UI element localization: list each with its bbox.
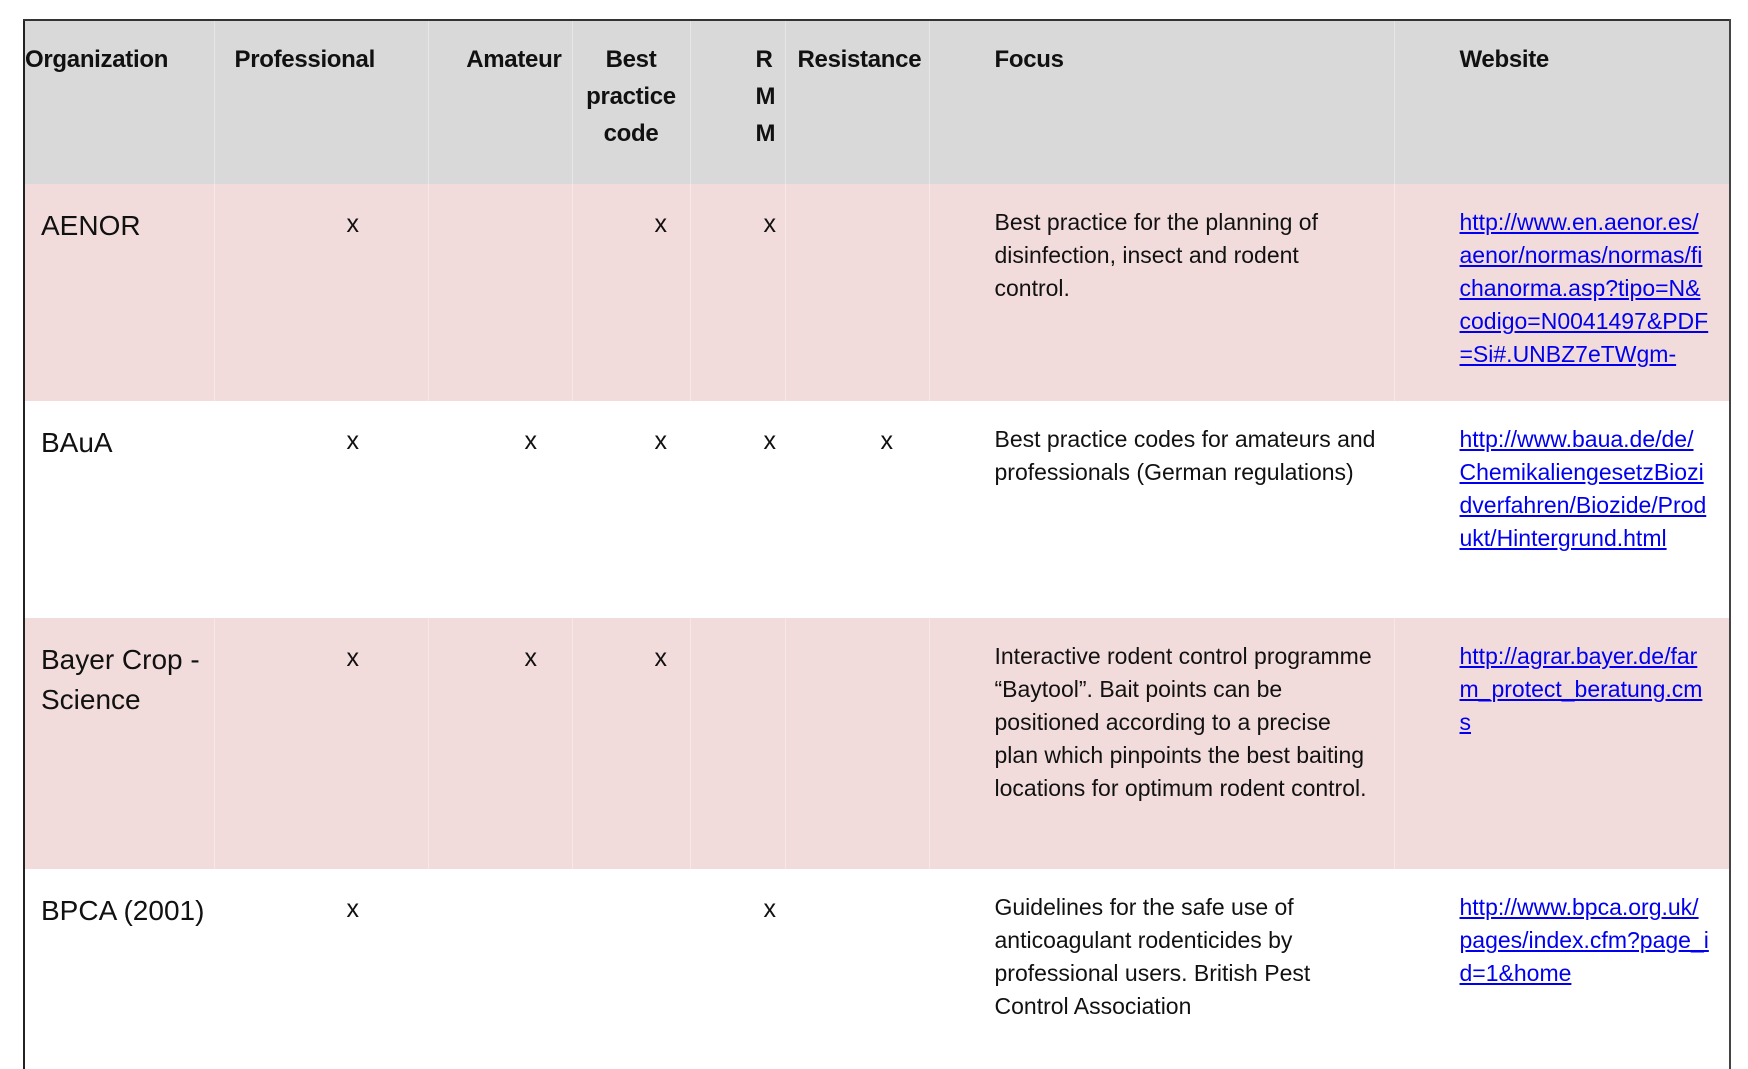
rmm-mark: x [690,401,786,618]
website-cell: http://www.en.aenor.es/aenor/normas/norm… [1394,184,1731,401]
table-row: AENOR x x x Best practice for the planni… [24,184,1731,401]
best-practice-code-mark: x [572,401,691,618]
amateur-mark [428,184,573,401]
best-practice-code-mark [572,869,691,1069]
best-practice-code-mark: x [572,618,691,869]
professional-mark: x [214,869,429,1069]
organization-cell: BAuA [24,401,215,618]
website-cell: http://www.bpca.org.uk/pages/index.cfm?p… [1394,869,1731,1069]
focus-cell: Best practice codes for amateurs and pro… [929,401,1395,618]
resistance-mark [785,618,930,869]
organization-cell: Bayer Crop -Science [24,618,215,869]
rmm-mark: x [690,869,786,1069]
amateur-mark: x [428,401,573,618]
website-link[interactable]: http://www.bpca.org.uk/pages/index.cfm?p… [1459,894,1709,986]
focus-cell: Guidelines for the safe use of anticoagu… [929,869,1395,1069]
table-row: BAuA x x x x x Best practice codes for a… [24,401,1731,618]
table-row: BPCA (2001) x x Guidelines for the safe … [24,869,1731,1069]
rmm-mark: x [690,184,786,401]
header-amateur: Amateur [428,20,573,184]
best-practice-code-mark: x [572,184,691,401]
resistance-mark: x [785,401,930,618]
header-organization: Organization [24,20,215,184]
header-resistance: Resistance [785,20,930,184]
organization-cell: BPCA (2001) [24,869,215,1069]
header-professional: Professional [214,20,429,184]
amateur-mark [428,869,573,1069]
website-cell: http://www.baua.de/de/ChemikaliengesetzB… [1394,401,1731,618]
header-website: Website [1394,20,1731,184]
organizations-table: Organization Professional Amateur Best p… [23,19,1731,1069]
header-row: Organization Professional Amateur Best p… [24,20,1731,184]
resistance-mark [785,869,930,1069]
professional-mark: x [214,184,429,401]
header-rmm: R M M [690,20,786,184]
focus-cell: Best practice for the planning of disinf… [929,184,1395,401]
header-focus: Focus [929,20,1395,184]
professional-mark: x [214,618,429,869]
website-link[interactable]: http://www.en.aenor.es/aenor/normas/norm… [1459,209,1709,367]
website-link[interactable]: http://www.baua.de/de/ChemikaliengesetzB… [1459,426,1707,551]
resistance-mark [785,184,930,401]
organization-cell: AENOR [24,184,215,401]
professional-mark: x [214,401,429,618]
rmm-mark [690,618,786,869]
header-best-practice-code: Best practice code [572,20,691,184]
focus-cell: Interactive rodent control programme “Ba… [929,618,1395,869]
amateur-mark: x [428,618,573,869]
website-link[interactable]: http://agrar.bayer.de/farm_protect_berat… [1459,643,1703,735]
website-cell: http://agrar.bayer.de/farm_protect_berat… [1394,618,1731,869]
table-row: Bayer Crop -Science x x x Interactive ro… [24,618,1731,869]
